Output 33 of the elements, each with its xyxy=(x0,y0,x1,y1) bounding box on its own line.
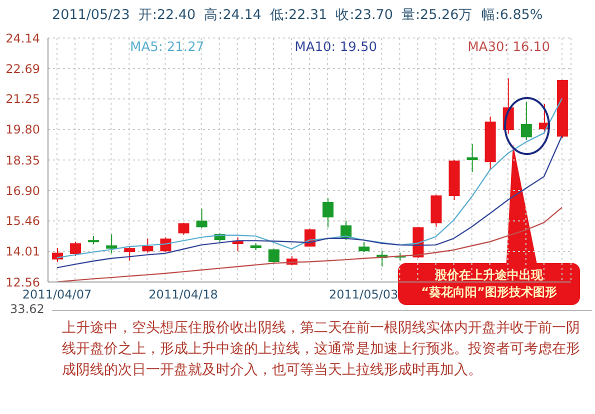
candlestick xyxy=(520,101,532,140)
y-tick-label: 12.56 xyxy=(6,275,40,290)
candlestick xyxy=(466,143,478,173)
y-tick-label: 16.90 xyxy=(6,184,40,198)
text: 上升途中，空头想压住股价收出阴线，第二天在前一根阴线实体内开盘并收于前一阴线开盘价之上，形成上升中途的上拉线，这通常是加速上行预兆。投资者可考虑在形成阴线的次日一开盘就及时介入，也可等当天上拉线形成时再加入。 xyxy=(62,319,581,380)
y-tick-label: 18.35 xyxy=(6,153,40,168)
x-tick-label: 2011/05/03 xyxy=(329,288,398,302)
text: MA10: 19.50 xyxy=(294,40,378,55)
text: MA5: 21.27 xyxy=(130,40,204,55)
y-tick-label: 14.01 xyxy=(6,244,40,259)
y-tick-label: 19.80 xyxy=(6,122,40,137)
line-series xyxy=(56,206,563,282)
text: MA30: 16.10 xyxy=(468,40,550,55)
chart-title: 2011/05/23 开:22.40 高:24.14 低:22.31 收:23.70 量:25.26万 幅:6.85% xyxy=(52,6,543,24)
candlestick xyxy=(124,246,136,262)
y-tick-label: 15.46 xyxy=(6,214,40,228)
candlestick xyxy=(52,248,63,262)
y-tick-label: 21.25 xyxy=(6,92,40,106)
y-tick-label: 22.69 xyxy=(6,62,40,76)
candlestick xyxy=(70,241,82,257)
x-tick-label: 2011/04/07 xyxy=(22,288,92,302)
text: 33.62 xyxy=(10,302,44,316)
candlestick xyxy=(142,238,154,254)
y-tick-label: 24.14 xyxy=(6,31,40,46)
line-series xyxy=(56,135,563,268)
candlestick xyxy=(196,208,208,229)
x-tick-label: 2011/04/18 xyxy=(148,288,218,302)
candlestick xyxy=(178,222,190,236)
candlestick xyxy=(322,198,334,228)
candlestick xyxy=(358,241,370,253)
callout-box: 股价在上升途中出现 “葵花向阳”图形技术图形 xyxy=(398,263,580,305)
candlestick xyxy=(268,248,280,264)
annotation: 股价在上升途中出现 “葵花向阳”图形技术图形 xyxy=(420,267,558,301)
